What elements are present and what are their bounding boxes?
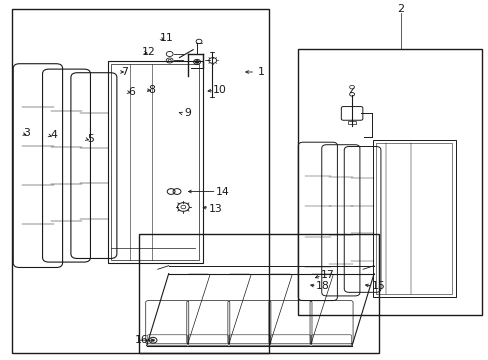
- Text: 5: 5: [87, 134, 94, 144]
- Text: 10: 10: [213, 85, 226, 95]
- Bar: [375, 143, 451, 294]
- Bar: [347, 121, 355, 124]
- Text: 16: 16: [135, 335, 148, 345]
- Bar: [12, 9, 268, 353]
- Bar: [107, 61, 203, 263]
- Text: 1: 1: [258, 67, 264, 77]
- Bar: [111, 64, 198, 260]
- Text: 6: 6: [128, 87, 135, 97]
- Text: 13: 13: [208, 204, 222, 214]
- Text: 3: 3: [23, 128, 30, 138]
- Bar: [372, 140, 455, 297]
- Text: 11: 11: [159, 33, 173, 43]
- Text: 7: 7: [121, 67, 128, 77]
- Text: 18: 18: [315, 281, 329, 291]
- Text: 2: 2: [397, 4, 404, 14]
- Circle shape: [195, 61, 198, 63]
- Text: 9: 9: [184, 108, 191, 118]
- Text: 4: 4: [50, 130, 57, 140]
- Text: 12: 12: [142, 47, 156, 57]
- Text: 17: 17: [320, 270, 334, 280]
- Bar: [298, 49, 481, 315]
- Text: 14: 14: [215, 186, 229, 197]
- Text: 15: 15: [371, 281, 385, 291]
- Text: 8: 8: [148, 85, 155, 95]
- Bar: [139, 234, 378, 353]
